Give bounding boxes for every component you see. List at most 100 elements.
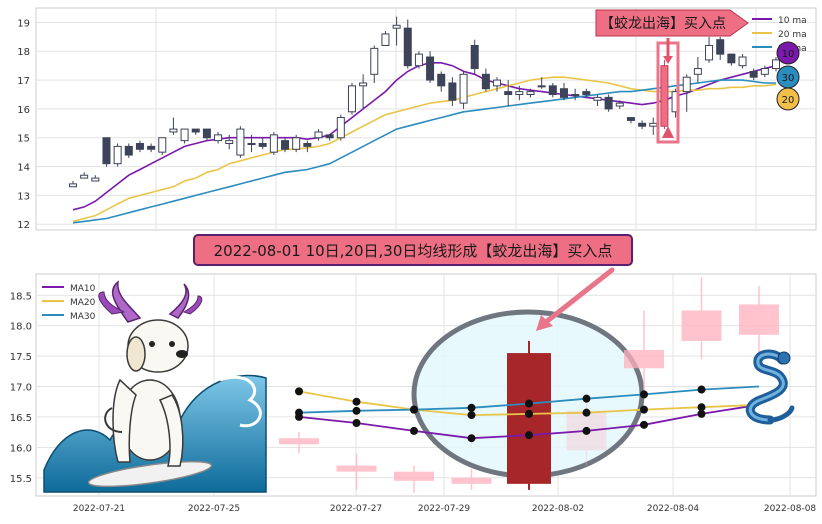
top-candle-body (537, 85, 546, 88)
bottom-ma-point (295, 387, 303, 396)
bottom-ma-point (640, 405, 648, 414)
top-y-tick-label: 14 (17, 163, 30, 174)
bottom-x-tick-labels: 2022-07-21 2022-07-25 2022-07-27 2022-07-29… (73, 504, 817, 514)
blue-dragon-illustration (745, 349, 795, 425)
top-candle-body (381, 33, 390, 46)
dog-eye-icon (169, 341, 175, 347)
bottom-candle (507, 340, 551, 490)
top-candle-body (314, 131, 323, 139)
top-candle-body (693, 68, 702, 75)
top-candle-body (571, 93, 580, 96)
bottom-candlesticks (279, 277, 779, 493)
top-candle-body (582, 91, 591, 95)
bottom-candle (739, 286, 779, 357)
top-candle-body (102, 137, 111, 165)
top-candle-body (225, 140, 234, 145)
bottom-candle-body (394, 471, 434, 481)
dragon-head-icon (777, 351, 791, 365)
badge-10 (776, 41, 800, 65)
top-candle-body (716, 39, 725, 55)
bottom-x-tick-label: 2022-07-21 (73, 504, 125, 514)
legend-label-ma20: MA20 (70, 298, 96, 308)
top-candle-body (727, 53, 736, 64)
bottom-ma-point (525, 409, 533, 418)
top-candle-body (281, 140, 290, 150)
top-candle-body (147, 145, 156, 150)
bottom-candle (451, 468, 492, 490)
legend-label-10ma: 10 ma (778, 16, 807, 26)
bottom-pointer-arrow (536, 267, 615, 331)
top-y-tick-label: 16 (17, 105, 30, 116)
bottom-y-tick-label: 16.0 (10, 443, 32, 454)
bottom-ma-point (352, 406, 361, 415)
bottom-ma-point (467, 434, 476, 443)
bottom-legend: MA10 MA20 MA30 (42, 284, 96, 322)
top-candle-body (392, 24, 401, 29)
top-candle-body (738, 56, 747, 67)
top-candle-body (448, 82, 457, 101)
bottom-candle-body (681, 310, 722, 341)
bottom-ma-point (352, 419, 361, 428)
bottom-y-tick-label: 15.5 (10, 474, 32, 485)
bottom-ma-point (697, 385, 706, 394)
badge-30-label: 30 (782, 73, 795, 84)
bottom-candle (394, 465, 434, 493)
dragon-tail-icon (767, 405, 795, 423)
bottom-ma-point (582, 426, 591, 435)
badge-10-label: 10 (782, 49, 795, 60)
top-candle-body (214, 134, 223, 142)
top-candle-body (80, 174, 89, 179)
bottom-ma-point (582, 408, 591, 417)
top-grid (36, 8, 816, 230)
bottom-candle (279, 432, 319, 454)
bottom-ma-point (525, 431, 533, 440)
top-candle-body (325, 134, 334, 139)
top-candlesticks (69, 16, 780, 188)
top-candle-body (370, 47, 379, 75)
top-candle-body (236, 128, 245, 156)
top-candle-body (515, 91, 524, 95)
top-candle-body (191, 128, 200, 133)
top-candle-body (638, 122, 647, 127)
bottom-callout: 2022-08-01 10日,20日,30日均线形成【蛟龙出海】买入点 (193, 234, 633, 266)
bottom-candle-body (739, 304, 779, 335)
top-candle-body (403, 27, 412, 67)
dragon-horn-icon (111, 280, 142, 323)
top-candle-body (158, 137, 167, 153)
top-candle-body (526, 91, 535, 95)
top-candle-body (772, 59, 780, 70)
pointer-arrow-icon (536, 315, 553, 331)
dog-leg-icon (158, 394, 184, 467)
bottom-candle-body (451, 477, 492, 484)
dog-ear-icon (126, 336, 146, 372)
bottom-ma-point (410, 426, 418, 435)
top-y-tick-label: 18 (17, 47, 30, 58)
dragon-scale-highlight (748, 352, 785, 422)
bottom-ma-point (410, 405, 418, 414)
bottom-x-tick-label: 2022-07-29 (418, 504, 471, 514)
bottom-ma-point (697, 403, 706, 412)
bottom-candle-body (336, 465, 377, 472)
top-y-tick-label: 17 (17, 76, 30, 87)
legend-label-20ma: 20 ma (778, 30, 807, 40)
dog-eye-icon (149, 341, 155, 347)
bottom-x-tick-label: 2022-07-25 (188, 504, 240, 514)
bottom-y-tick-labels: 15.5 16.0 16.5 17.0 17.5 18.0 18.5 (10, 291, 32, 484)
bottom-callout-text: 2022-08-01 10日,20日,30日均线形成【蛟龙出海】买入点 (214, 242, 613, 260)
top-candle-body (493, 79, 502, 87)
top-candle-body (504, 91, 513, 95)
bottom-moving-average-lines (295, 385, 760, 443)
bottom-candle (681, 277, 722, 360)
badge-20-label: 20 (782, 95, 795, 106)
bottom-candle-body (507, 353, 551, 484)
bottom-y-tick-label: 18.5 (10, 291, 32, 302)
top-candle-body (347, 85, 356, 113)
top-candle-body (682, 76, 691, 93)
top-candle-body (426, 56, 435, 81)
top-candle-body (91, 177, 100, 182)
dragon-horn-icon (168, 283, 190, 319)
top-candle-body (626, 117, 635, 121)
bottom-y-tick-label: 16.5 (10, 413, 32, 424)
